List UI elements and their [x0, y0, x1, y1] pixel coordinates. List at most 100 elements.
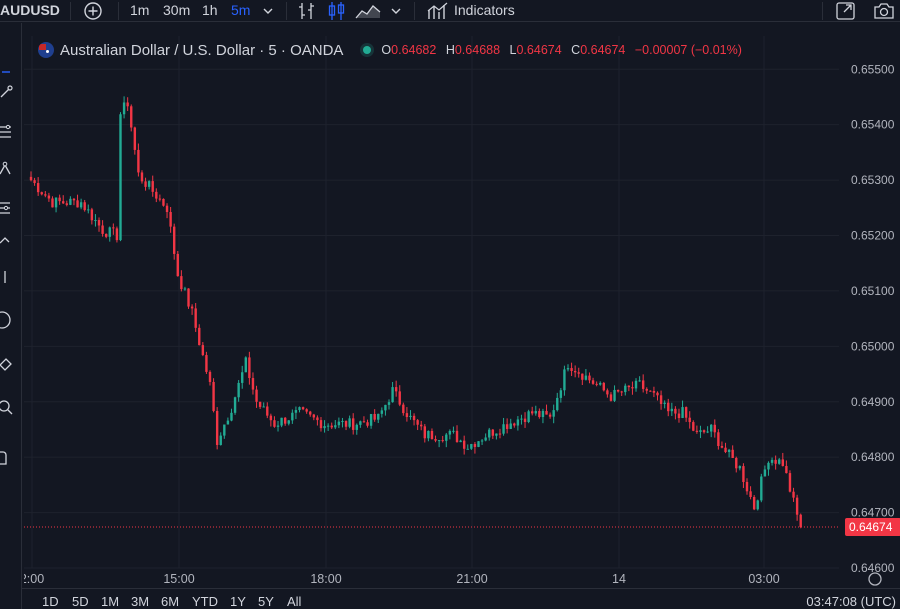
candle-body: [104, 233, 108, 237]
candle-body: [534, 411, 537, 414]
candle-body: [455, 430, 459, 443]
measure-tool-icon[interactable]: [0, 311, 14, 329]
cursor-icon[interactable]: [0, 58, 14, 76]
symbol-search[interactable]: AUDUSD: [0, 2, 60, 18]
interval-1h[interactable]: 1h: [202, 2, 218, 18]
candle-body: [710, 424, 713, 432]
candle-body: [749, 491, 752, 498]
brush-tool-icon[interactable]: [0, 231, 14, 249]
candle-body: [65, 203, 68, 205]
candle-body: [29, 176, 33, 181]
zoom-in-icon[interactable]: [0, 398, 14, 416]
candle-body: [645, 388, 648, 391]
range-ytd[interactable]: YTD: [192, 594, 218, 609]
candle-body: [344, 421, 348, 427]
toolbar-divider: [118, 2, 119, 20]
candle-body: [51, 198, 54, 208]
range-3m[interactable]: 3M: [131, 594, 150, 609]
candle-body: [638, 380, 641, 382]
candle-body: [724, 447, 727, 453]
chevron-down-icon[interactable]: [388, 1, 404, 21]
indicators-button[interactable]: Indicators: [454, 2, 515, 18]
candle-body: [591, 380, 595, 384]
candle-body: [727, 449, 731, 453]
candle-body: [427, 430, 430, 439]
symbol-title[interactable]: Australian Dollar / U.S. Dollar · 5 · OA…: [60, 41, 344, 59]
candle-body: [47, 195, 51, 199]
fib-retracement-icon[interactable]: [0, 123, 14, 141]
range-1d[interactable]: 1D: [42, 594, 59, 609]
candle-body: [334, 425, 337, 428]
interval-30m[interactable]: 30m: [163, 2, 191, 18]
range-1y[interactable]: 1Y: [230, 594, 246, 609]
area-style-icon[interactable]: [354, 1, 382, 21]
pattern-tool-icon[interactable]: [0, 160, 14, 178]
lock-icon[interactable]: [0, 448, 14, 466]
candle-body: [581, 373, 584, 380]
y-tick-label: 0.65000: [851, 339, 895, 353]
candle-body: [119, 114, 122, 241]
range-all[interactable]: All: [287, 594, 302, 609]
candle-body: [79, 202, 83, 208]
candle-body: [291, 412, 294, 421]
candle-body: [599, 382, 602, 385]
candle-body: [477, 441, 480, 447]
candle-body: [688, 417, 691, 423]
candle-body: [402, 404, 405, 414]
bar-style-icon[interactable]: [296, 1, 318, 21]
trend-line-icon[interactable]: [0, 83, 14, 101]
prediction-tool-icon[interactable]: [0, 198, 14, 216]
candle-body: [137, 149, 140, 173]
candle-body: [445, 434, 448, 441]
x-tick-label: 18:00: [310, 572, 341, 586]
chevron-down-icon[interactable]: [260, 1, 276, 21]
compare-add-icon[interactable]: [82, 1, 104, 21]
fullscreen-icon[interactable]: [834, 1, 858, 21]
candle-body: [87, 209, 90, 211]
range-5d[interactable]: 5D: [72, 594, 89, 609]
candle-body: [258, 401, 262, 407]
candle-body: [180, 276, 183, 290]
candle-body: [480, 440, 484, 442]
high-label: H: [445, 43, 455, 57]
candle-body: [115, 228, 119, 241]
candle-body: [301, 407, 305, 410]
candle-body: [573, 370, 577, 373]
candle-body: [702, 430, 706, 433]
interval-1m[interactable]: 1m: [130, 2, 150, 18]
top-toolbar: AUDUSD 1m 30m 1h 5m Indicators: [0, 0, 900, 22]
interval-5m[interactable]: 5m: [231, 2, 251, 18]
candle-body: [788, 473, 792, 492]
candle-body: [326, 425, 330, 427]
camera-icon[interactable]: [872, 1, 896, 21]
candle-body: [330, 425, 333, 428]
candle-body: [742, 466, 745, 482]
x-tick-label: 15:00: [163, 572, 194, 586]
toolbar-divider: [822, 2, 823, 20]
close-label: C: [571, 43, 581, 57]
text-tool-icon[interactable]: [0, 268, 14, 286]
indicators-icon[interactable]: [426, 1, 450, 21]
candle-body: [130, 106, 133, 128]
candle-body: [215, 410, 219, 445]
candles-style-icon[interactable]: [326, 1, 348, 21]
candle-body: [452, 430, 455, 432]
range-1m[interactable]: 1M: [101, 594, 120, 609]
range-5y[interactable]: 5Y: [258, 594, 274, 609]
magnet-icon[interactable]: [0, 356, 14, 374]
price-chart[interactable]: 0.65500 0.65400 0.65300 0.65200 0.65100 0.650…: [24, 36, 900, 588]
toolbar-divider: [70, 2, 71, 20]
candle-body: [233, 397, 237, 413]
candle-body: [674, 408, 677, 414]
utc-clock[interactable]: 03:47:08 (UTC): [806, 594, 896, 609]
candle-body: [795, 497, 799, 515]
candle-body: [649, 390, 652, 392]
candle-body: [663, 402, 666, 404]
candle-body: [527, 411, 530, 422]
candle-body: [352, 418, 355, 430]
range-6m[interactable]: 6M: [161, 594, 180, 609]
candle-body: [316, 417, 319, 421]
candle-body: [792, 491, 795, 498]
candle-body: [147, 181, 151, 187]
candle-body: [391, 387, 394, 403]
